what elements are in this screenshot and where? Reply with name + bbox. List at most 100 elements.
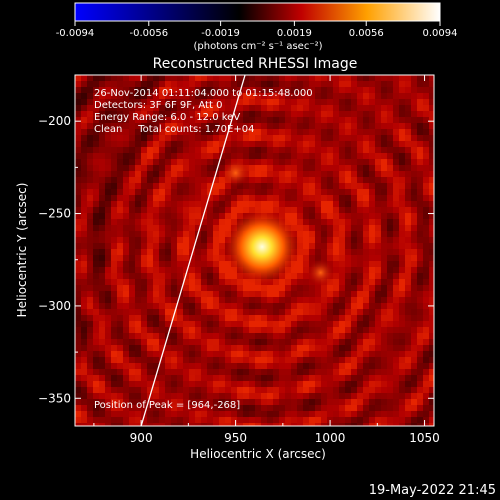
image-pixel	[207, 75, 213, 81]
image-pixel	[399, 273, 405, 279]
image-pixel	[117, 225, 123, 231]
image-pixel	[81, 87, 87, 93]
image-pixel	[153, 99, 159, 105]
image-pixel	[177, 237, 183, 243]
image-pixel	[231, 273, 237, 279]
image-pixel	[165, 213, 171, 219]
image-pixel	[369, 237, 375, 243]
image-pixel	[189, 165, 195, 171]
image-pixel	[387, 195, 393, 201]
image-pixel	[201, 309, 207, 315]
image-pixel	[267, 411, 273, 417]
image-pixel	[135, 117, 141, 123]
image-pixel	[291, 291, 297, 297]
image-pixel	[195, 213, 201, 219]
image-pixel	[357, 75, 363, 81]
image-pixel	[393, 105, 399, 111]
image-pixel	[333, 357, 339, 363]
x-tick-label: 1050	[409, 431, 440, 445]
image-pixel	[351, 357, 357, 363]
image-pixel	[315, 327, 321, 333]
image-pixel	[165, 411, 171, 417]
image-pixel	[369, 381, 375, 387]
image-pixel	[231, 417, 237, 423]
image-pixel	[135, 357, 141, 363]
image-pixel	[333, 129, 339, 135]
image-pixel	[249, 93, 255, 99]
image-pixel	[273, 75, 279, 81]
image-pixel	[189, 237, 195, 243]
image-pixel	[267, 177, 273, 183]
image-pixel	[387, 267, 393, 273]
image-pixel	[129, 369, 135, 375]
image-pixel	[243, 417, 249, 423]
image-pixel	[207, 345, 213, 351]
image-pixel	[423, 117, 429, 123]
image-pixel	[327, 411, 333, 417]
image-pixel	[399, 393, 405, 399]
image-pixel	[417, 99, 423, 105]
image-pixel	[177, 261, 183, 267]
image-pixel	[207, 249, 213, 255]
image-pixel	[171, 135, 177, 141]
image-pixel	[303, 75, 309, 81]
image-pixel	[321, 75, 327, 81]
image-pixel	[171, 417, 177, 423]
image-pixel	[213, 417, 219, 423]
image-pixel	[333, 279, 339, 285]
image-pixel	[279, 375, 285, 381]
image-pixel	[87, 297, 93, 303]
image-pixel	[345, 357, 351, 363]
image-pixel	[351, 321, 357, 327]
image-pixel	[363, 399, 369, 405]
image-pixel	[87, 171, 93, 177]
image-pixel	[387, 213, 393, 219]
image-pixel	[357, 177, 363, 183]
image-pixel	[375, 291, 381, 297]
image-pixel	[321, 135, 327, 141]
image-pixel	[213, 267, 219, 273]
image-pixel	[129, 405, 135, 411]
image-pixel	[387, 405, 393, 411]
image-pixel	[153, 297, 159, 303]
image-pixel	[243, 327, 249, 333]
image-pixel	[297, 123, 303, 129]
image-pixel	[249, 117, 255, 123]
image-pixel	[297, 189, 303, 195]
image-pixel	[87, 261, 93, 267]
image-pixel	[243, 279, 249, 285]
image-pixel	[423, 141, 429, 147]
image-pixel	[291, 189, 297, 195]
image-pixel	[75, 189, 81, 195]
image-pixel	[339, 225, 345, 231]
image-pixel	[357, 219, 363, 225]
image-pixel	[111, 303, 117, 309]
image-pixel	[135, 273, 141, 279]
image-pixel	[291, 375, 297, 381]
image-pixel	[141, 249, 147, 255]
image-pixel	[345, 147, 351, 153]
image-pixel	[153, 153, 159, 159]
image-pixel	[189, 255, 195, 261]
image-pixel	[375, 159, 381, 165]
image-pixel	[117, 183, 123, 189]
image-pixel	[405, 291, 411, 297]
image-pixel	[309, 201, 315, 207]
image-pixel	[315, 135, 321, 141]
image-pixel	[129, 117, 135, 123]
image-pixel	[129, 345, 135, 351]
image-pixel	[357, 267, 363, 273]
image-pixel	[381, 75, 387, 81]
image-pixel	[207, 201, 213, 207]
image-pixel	[87, 291, 93, 297]
image-pixel	[351, 273, 357, 279]
image-pixel	[399, 303, 405, 309]
image-pixel	[363, 279, 369, 285]
image-pixel	[375, 327, 381, 333]
image-pixel	[177, 387, 183, 393]
image-pixel	[291, 303, 297, 309]
image-pixel	[159, 327, 165, 333]
image-pixel	[159, 405, 165, 411]
image-pixel	[177, 249, 183, 255]
